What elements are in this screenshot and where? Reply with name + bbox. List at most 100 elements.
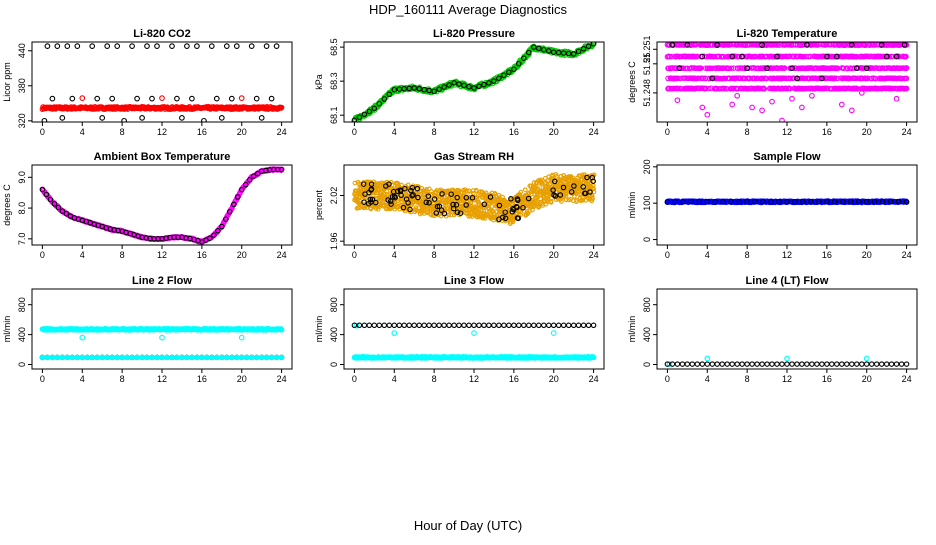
data-point bbox=[140, 355, 144, 359]
data-marks bbox=[352, 323, 596, 360]
data-point bbox=[110, 96, 115, 101]
data-point bbox=[235, 44, 240, 49]
x-tick-label: 16 bbox=[197, 250, 207, 260]
data-point bbox=[165, 355, 169, 359]
data-point bbox=[55, 355, 59, 359]
x-tick-label: 16 bbox=[822, 127, 832, 137]
data-point bbox=[105, 44, 110, 49]
y-axis-label: kPa bbox=[314, 74, 324, 90]
data-point bbox=[105, 355, 109, 359]
panel-title: Sample Flow bbox=[753, 151, 821, 163]
data-marks bbox=[40, 167, 284, 244]
data-point bbox=[210, 355, 214, 359]
series-cyan bbox=[40, 327, 284, 333]
data-point bbox=[200, 355, 204, 359]
data-point bbox=[95, 96, 100, 101]
y-axis-label: ml/min bbox=[2, 316, 12, 343]
data-point bbox=[100, 355, 104, 359]
x-tick-label: 20 bbox=[549, 127, 559, 137]
data-point bbox=[150, 355, 154, 359]
data-point bbox=[80, 96, 85, 101]
x-tick-label: 0 bbox=[665, 250, 670, 260]
x-tick-label: 8 bbox=[432, 127, 437, 137]
series-red bbox=[40, 105, 284, 112]
data-point bbox=[705, 112, 710, 117]
x-tick-label: 24 bbox=[902, 250, 912, 260]
data-point bbox=[195, 44, 200, 49]
series-magenta bbox=[675, 91, 899, 123]
data-point bbox=[195, 355, 199, 359]
x-tick-label: 24 bbox=[277, 374, 287, 384]
x-tick-label: 8 bbox=[432, 250, 437, 260]
data-point bbox=[80, 335, 85, 340]
x-tick-label: 20 bbox=[237, 127, 247, 137]
data-point bbox=[120, 355, 124, 359]
data-point bbox=[225, 44, 230, 49]
data-point bbox=[125, 355, 129, 359]
data-point bbox=[185, 355, 189, 359]
data-point bbox=[770, 99, 775, 104]
x-tick-label: 0 bbox=[40, 250, 45, 260]
data-point bbox=[185, 44, 190, 49]
x-tick-label: 20 bbox=[549, 250, 559, 260]
y-axis-label: degrees C bbox=[627, 61, 637, 103]
data-point bbox=[155, 44, 160, 49]
data-point bbox=[100, 116, 105, 121]
data-point bbox=[175, 355, 179, 359]
y-tick-label: 51.251 bbox=[642, 36, 652, 64]
data-point bbox=[170, 44, 175, 49]
y-tick-label: 68.5 bbox=[329, 38, 339, 56]
x-tick-label: 4 bbox=[392, 127, 397, 137]
y-tick-label: 51.248 bbox=[642, 79, 652, 107]
series-black bbox=[670, 43, 907, 81]
data-point bbox=[850, 108, 855, 113]
data-point bbox=[269, 96, 274, 101]
dense-point bbox=[406, 183, 410, 187]
panel-title: Ambient Box Temperature bbox=[94, 151, 231, 163]
y-axis-label: Licor ppm bbox=[2, 62, 12, 102]
x-tick-label: 20 bbox=[862, 250, 872, 260]
panel-title: Line 2 Flow bbox=[132, 275, 192, 287]
data-point bbox=[90, 355, 94, 359]
data-point bbox=[145, 355, 149, 359]
x-tick-label: 24 bbox=[902, 127, 912, 137]
y-tick-label: 440 bbox=[17, 43, 27, 58]
y-axis: 68.168.368.5 bbox=[329, 38, 344, 124]
data-point bbox=[239, 335, 244, 340]
data-point bbox=[85, 355, 89, 359]
data-point bbox=[730, 102, 735, 107]
data-point bbox=[135, 96, 140, 101]
y-axis: 7.08.09.0 bbox=[17, 171, 32, 245]
data-point bbox=[259, 116, 264, 121]
x-tick-label: 4 bbox=[705, 250, 710, 260]
data-point bbox=[239, 96, 244, 101]
data-point bbox=[155, 355, 159, 359]
data-point bbox=[60, 355, 64, 359]
data-point bbox=[215, 355, 219, 359]
panel-title: Li-820 CO2 bbox=[133, 28, 190, 40]
x-tick-label: 0 bbox=[352, 127, 357, 137]
data-point bbox=[40, 355, 44, 359]
x-tick-label: 4 bbox=[392, 250, 397, 260]
data-point bbox=[249, 44, 254, 49]
data-point bbox=[135, 355, 139, 359]
data-point bbox=[65, 44, 70, 49]
data-point bbox=[70, 96, 75, 101]
data-point bbox=[180, 355, 184, 359]
data-point bbox=[254, 96, 259, 101]
y-tick-label: 0 bbox=[17, 362, 27, 367]
data-point bbox=[700, 105, 705, 110]
data-point bbox=[264, 44, 269, 49]
panel-title: Li-820 Temperature bbox=[737, 28, 838, 40]
x-tick-label: 16 bbox=[509, 250, 519, 260]
data-point bbox=[810, 94, 815, 99]
x-tick-label: 0 bbox=[665, 127, 670, 137]
